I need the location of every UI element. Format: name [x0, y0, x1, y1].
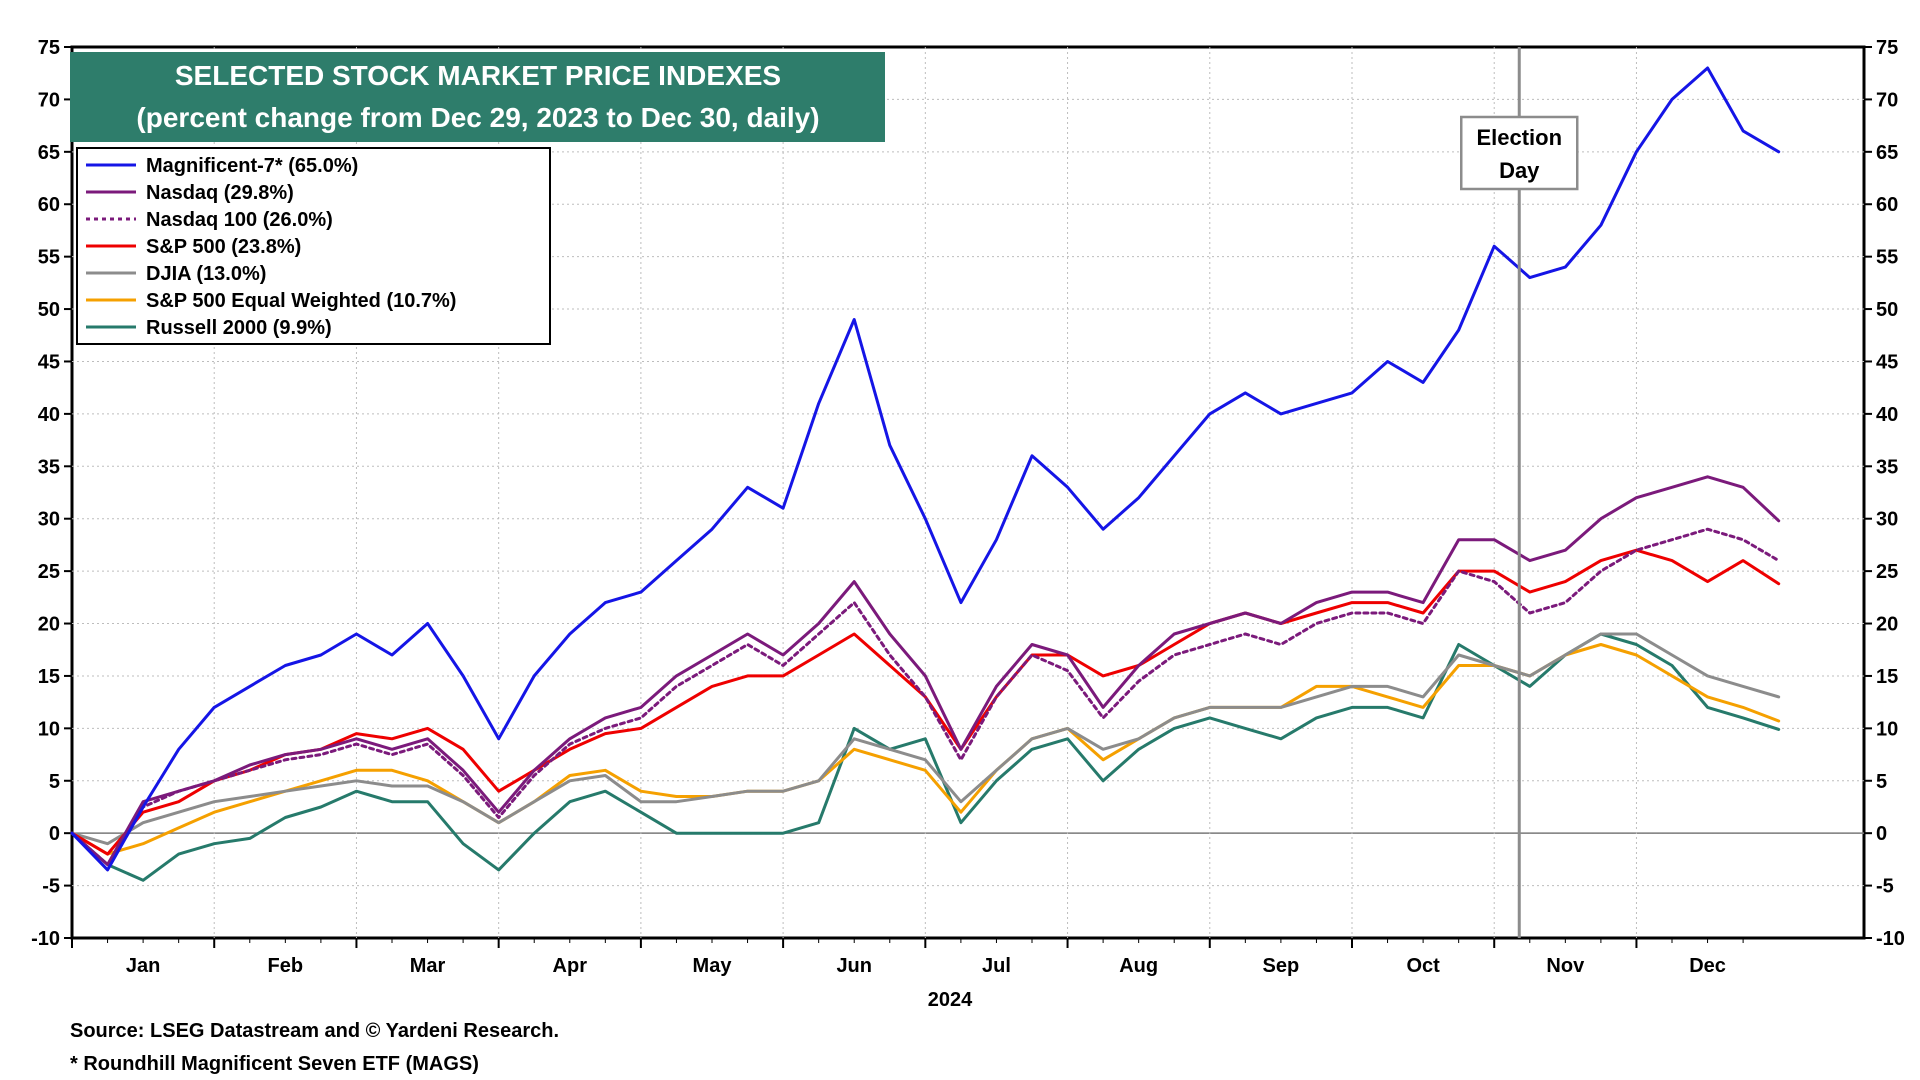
series-line-nasdaq: [70, 475, 1781, 867]
y-tick-label-left: 70: [38, 89, 60, 111]
legend-label: S&P 500 (23.8%): [146, 236, 301, 258]
election-day-label-line1: Election: [1476, 125, 1562, 150]
y-tick-label-left: 30: [38, 509, 60, 531]
title-background: [70, 52, 885, 142]
y-tick-label-right: -5: [1876, 876, 1894, 898]
y-tick-label-right: 5: [1876, 771, 1887, 793]
y-tick-label-right: 50: [1876, 299, 1898, 321]
y-tick-label-left: 0: [49, 823, 60, 845]
y-tick-label-right: 70: [1876, 89, 1898, 111]
y-tick-label-right: 60: [1876, 194, 1898, 216]
x-tick-label-oct: Oct: [1406, 955, 1440, 977]
x-axis-year-label: 2024: [928, 989, 973, 1011]
y-tick-label-left: -10: [31, 928, 60, 950]
legend: Magnificent-7* (65.0%) Nasdaq (29.8%) Nasd…: [76, 147, 551, 345]
y-tick-label-left: 60: [38, 194, 60, 216]
y-tick-label-left: 35: [38, 456, 60, 478]
legend-label: Nasdaq 100 (26.0%): [146, 209, 333, 231]
footnote: * Roundhill Magnificent Seven ETF (MAGS): [70, 1053, 479, 1075]
grid: [72, 47, 1864, 938]
legend-label: S&P 500 Equal Weighted (10.7%): [146, 290, 456, 312]
y-tick-label-right: 15: [1876, 666, 1898, 688]
x-tick-label-jun: Jun: [836, 955, 872, 977]
y-tick-label-right: 45: [1876, 351, 1898, 373]
y-tick-label-right: 65: [1876, 142, 1898, 164]
series-line-nasdaq-100: [70, 527, 1781, 867]
legend-label: Nasdaq (29.8%): [146, 182, 294, 204]
legend-box: [76, 147, 551, 345]
y-tick-label-right: -10: [1876, 928, 1905, 950]
series-line-s-p-500: [70, 548, 1781, 856]
y-tick-label-left: 45: [38, 351, 60, 373]
series: [70, 66, 1781, 882]
y-tick-label-left: 75: [38, 37, 60, 59]
y-tick-label-right: 55: [1876, 247, 1898, 269]
y-tick-label-left: 55: [38, 247, 60, 269]
title-box: SELECTED STOCK MARKET PRICE INDEXES (per…: [70, 52, 885, 142]
y-tick-label-right: 75: [1876, 37, 1898, 59]
x-tick-label-may: May: [693, 955, 733, 977]
chart-subtitle: (percent change from Dec 29, 2023 to Dec…: [136, 102, 819, 133]
x-tick-label-dec: Dec: [1689, 955, 1726, 977]
y-tick-label-left: 20: [38, 614, 60, 636]
election-day-box: [1460, 115, 1579, 191]
y-tick-label-left: 65: [38, 142, 60, 164]
y-tick-label-right: 40: [1876, 404, 1898, 426]
series-line-djia: [70, 632, 1781, 846]
y-tick-label-right: 25: [1876, 561, 1898, 583]
x-tick-label-apr: Apr: [553, 955, 588, 977]
y-tick-label-right: 10: [1876, 718, 1898, 740]
y-tick-label-left: -5: [42, 876, 60, 898]
x-tick-label-feb: Feb: [268, 955, 304, 977]
y-tick-label-right: 35: [1876, 456, 1898, 478]
source-note: Source: LSEG Datastream and © Yardeni Re…: [70, 1020, 559, 1042]
legend-label: Magnificent-7* (65.0%): [146, 155, 358, 177]
y-tick-label-right: 20: [1876, 614, 1898, 636]
legend-label: DJIA (13.0%): [146, 263, 266, 285]
y-tick-label-left: 40: [38, 404, 60, 426]
y-tick-label-right: 0: [1876, 823, 1887, 845]
y-tick-label-right: 30: [1876, 509, 1898, 531]
y-tick-label-left: 5: [49, 771, 60, 793]
election-day-annotation: Election Day: [1460, 47, 1579, 938]
x-tick-label-aug: Aug: [1119, 955, 1158, 977]
x-tick-label-jan: Jan: [126, 955, 160, 977]
x-tick-label-nov: Nov: [1546, 955, 1585, 977]
x-tick-label-jul: Jul: [982, 955, 1011, 977]
election-day-label-line2: Day: [1499, 158, 1540, 183]
y-tick-label-left: 15: [38, 666, 60, 688]
y-tick-label-left: 25: [38, 561, 60, 583]
series-line-magnificent-7-: [70, 66, 1781, 872]
legend-label: Russell 2000 (9.9%): [146, 317, 332, 339]
y-tick-label-left: 10: [38, 718, 60, 740]
chart-title: SELECTED STOCK MARKET PRICE INDEXES: [175, 60, 781, 91]
x-tick-label-sep: Sep: [1263, 955, 1300, 977]
x-tick-label-mar: Mar: [410, 955, 446, 977]
y-tick-label-left: 50: [38, 299, 60, 321]
